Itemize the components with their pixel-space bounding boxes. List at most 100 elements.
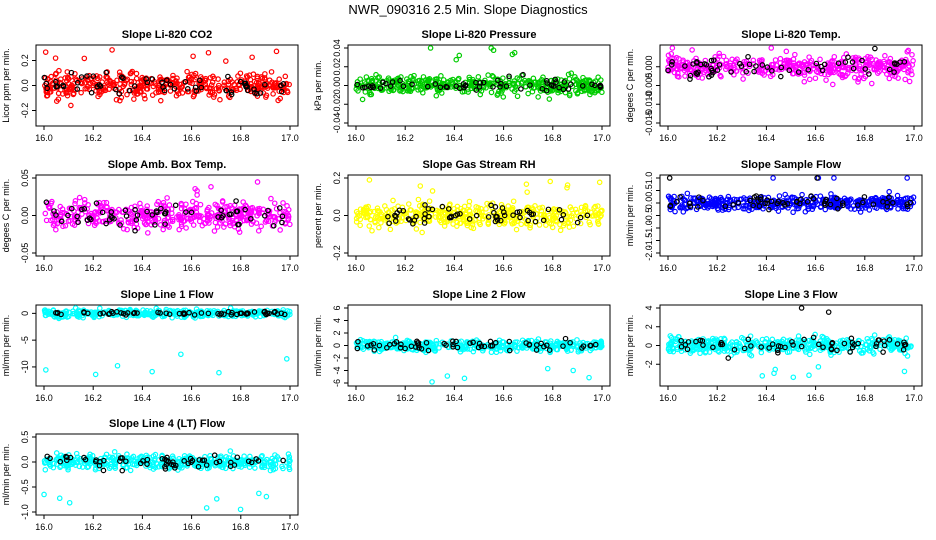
data-point [42, 49, 49, 55]
data-point [405, 201, 412, 207]
data-point [871, 332, 878, 338]
data-point [483, 206, 489, 212]
data-point [197, 77, 203, 84]
data-point [262, 81, 268, 88]
data-point [801, 78, 808, 85]
data-point [52, 55, 59, 61]
data-point [905, 47, 912, 54]
data-point [54, 309, 61, 316]
data-point [672, 338, 679, 345]
data-point [716, 349, 722, 355]
data-point [562, 220, 568, 227]
data-point [66, 205, 73, 212]
data-point [514, 75, 521, 81]
data-point [699, 338, 706, 344]
data-point [426, 198, 433, 204]
data-point [452, 212, 459, 219]
data-point [716, 202, 722, 208]
data-point [719, 207, 726, 213]
data-point [190, 222, 197, 228]
data-point [676, 334, 682, 340]
data-point [445, 206, 452, 212]
data-point [598, 343, 605, 350]
data-point [548, 221, 555, 227]
data-point [90, 79, 96, 86]
data-point [839, 63, 846, 70]
data-point [597, 82, 604, 89]
data-point [738, 196, 745, 203]
data-point [566, 224, 573, 230]
data-point [450, 76, 456, 83]
data-point [148, 221, 155, 228]
data-point [829, 59, 835, 65]
x-tick-label: 16.8 [232, 522, 250, 532]
x-tick-label: 17.0 [281, 263, 299, 273]
data-point [737, 60, 743, 67]
data-point [167, 81, 174, 88]
data-point [510, 198, 517, 205]
data-point [280, 81, 287, 87]
data-point [882, 52, 888, 59]
data-point [823, 196, 830, 203]
data-point [593, 210, 599, 216]
data-point [178, 202, 185, 208]
data-point [281, 311, 288, 318]
data-point [595, 221, 602, 227]
data-point [562, 335, 569, 342]
data-point [259, 84, 265, 91]
data-point [751, 194, 758, 200]
data-point [687, 350, 694, 356]
data-point [801, 72, 808, 78]
data-point [731, 346, 738, 353]
data-point [886, 199, 893, 206]
data-point [164, 195, 170, 201]
data-point [76, 194, 83, 201]
data-point [525, 217, 531, 224]
data-point [122, 207, 129, 214]
data-point [419, 78, 425, 85]
data-point [543, 87, 550, 94]
data-point [366, 177, 373, 183]
x-tick-label: 16.2 [84, 522, 102, 532]
y-tick-label: 0.0 [644, 197, 654, 210]
data-point [204, 214, 211, 221]
data-point [404, 76, 410, 82]
data-point [444, 373, 451, 379]
data-point [244, 83, 250, 90]
data-point [531, 84, 537, 91]
data-point [447, 201, 453, 207]
data-point [72, 200, 78, 207]
data-point [142, 215, 149, 221]
data-point [436, 213, 443, 220]
data-point [189, 198, 196, 205]
data-point [394, 210, 400, 216]
data-point [669, 59, 675, 65]
data-point [485, 217, 492, 223]
data-point [353, 208, 360, 215]
data-point [237, 70, 244, 77]
data-point [666, 175, 673, 181]
data-point [68, 102, 74, 109]
data-point [135, 86, 142, 92]
data-point [262, 219, 269, 225]
data-point [762, 200, 768, 207]
y-axis-label: ml/min per min. [313, 315, 323, 377]
data-point [849, 59, 856, 65]
data-point [74, 86, 81, 92]
y-tick-label: 0.0 [332, 209, 342, 222]
data-point [514, 93, 521, 100]
data-point [753, 63, 759, 69]
data-point [127, 87, 133, 94]
x-tick-label: 16.8 [856, 133, 874, 143]
data-point [138, 78, 144, 84]
data-point [706, 203, 712, 210]
data-point [228, 459, 234, 466]
data-point [790, 374, 797, 381]
data-point [280, 457, 286, 464]
data-point [828, 346, 835, 353]
data-point [687, 76, 693, 82]
data-point [212, 219, 219, 226]
data-point [408, 73, 414, 80]
data-point [131, 224, 138, 231]
x-tick-label: 17.0 [905, 133, 923, 143]
